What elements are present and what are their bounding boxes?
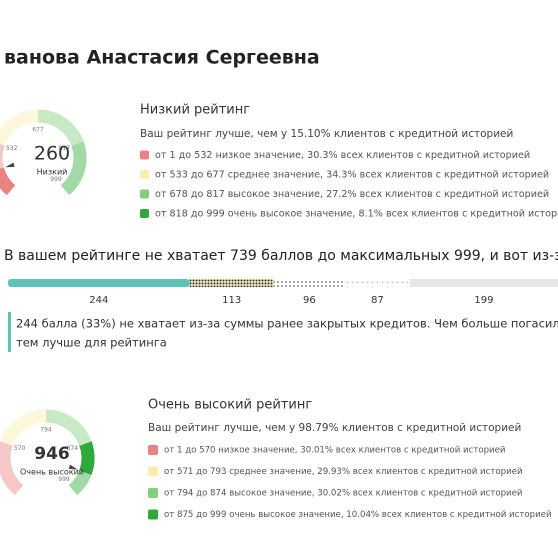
gauge-tick-label: 794 (40, 427, 52, 434)
legend-text: от 794 до 874 высокое значение, 30.02% в… (164, 489, 523, 499)
gauge-pointer (68, 464, 78, 470)
legend-text: от 818 до 999 очень высокое значение, 8.… (155, 209, 558, 220)
gauge-segment (0, 409, 47, 447)
legend-swatch (140, 189, 149, 199)
legend-text: от 533 до 677 среднее значение, 34.3% вс… (155, 170, 549, 181)
gauge-tick-label: 999 (58, 476, 70, 483)
shortfall-label: 199 (474, 295, 493, 306)
note-line: 244 балла (33%) не хватает из-за суммы р… (16, 317, 558, 331)
legend-text: от 875 до 999 очень высокое значение, 10… (164, 510, 552, 520)
shortfall-heading: В вашем рейтинге не хватает 739 баллов д… (4, 248, 558, 264)
legend-swatch (148, 445, 158, 455)
rating-summary: Ваш рейтинг лучше, чем у 98.79% клиентов… (148, 422, 521, 434)
gauge-score: 260 (34, 143, 70, 165)
person-name: ванова Анастасия Сергеевна (4, 47, 320, 69)
shortfall-bar (345, 279, 410, 287)
note-line: тем лучше для рейтинга (16, 336, 167, 350)
shortfall-label: 87 (371, 295, 384, 306)
legend-text: от 1 до 570 низкое значение, 30.01% всех… (164, 446, 506, 456)
legend-text: от 678 до 817 высокое значение, 27.2% вс… (155, 189, 549, 200)
note-border (8, 312, 11, 352)
legend-swatch (140, 209, 149, 218)
gauge-segment (0, 109, 39, 147)
gauge-score-label: Низкий (37, 168, 68, 177)
gauge-pointer (5, 162, 15, 168)
rating-title: Очень высокий рейтинг (148, 398, 312, 413)
shortfall-bar (273, 279, 346, 287)
shortfall-label: 244 (89, 295, 108, 306)
gauge-score: 946 (34, 444, 70, 464)
gauge-segment (0, 441, 24, 496)
gauge-tick-label: 999 (50, 176, 62, 183)
legend-swatch (148, 466, 158, 477)
gauge-tick-label: 874 (67, 445, 79, 452)
shortfall-bar (189, 279, 274, 287)
rating-title: Низкий рейтинг (140, 103, 250, 118)
legend-swatch (140, 150, 149, 160)
shortfall-bar (8, 279, 190, 287)
shortfall-label: 113 (222, 295, 241, 306)
gauge-tick-label: 677 (32, 127, 44, 134)
gauge-tick-label: 817 (59, 145, 71, 152)
gauge-segment (45, 409, 92, 447)
legend-swatch (148, 488, 158, 498)
gauge-score-label: Очень высокий (20, 468, 84, 477)
legend-text: от 571 до 793 среднее значение, 29.93% в… (164, 467, 523, 477)
shortfall-label: 96 (303, 295, 316, 306)
gauge-segment (60, 141, 87, 196)
gauge-tick-label: 570 (14, 445, 26, 452)
legend-swatch (148, 509, 158, 520)
shortfall-bar (409, 279, 558, 287)
gauge-score-arc (0, 167, 16, 196)
legend-swatch (140, 170, 149, 179)
rating-summary: Ваш рейтинг лучше, чем у 15.10% клиентов… (140, 128, 513, 140)
gauge-score-arc (79, 441, 95, 475)
gauge-tick-label: 532 (6, 145, 18, 152)
gauge-segment (37, 109, 84, 147)
legend-text: от 1 до 532 низкое значение, 30.3% всех … (155, 150, 530, 161)
